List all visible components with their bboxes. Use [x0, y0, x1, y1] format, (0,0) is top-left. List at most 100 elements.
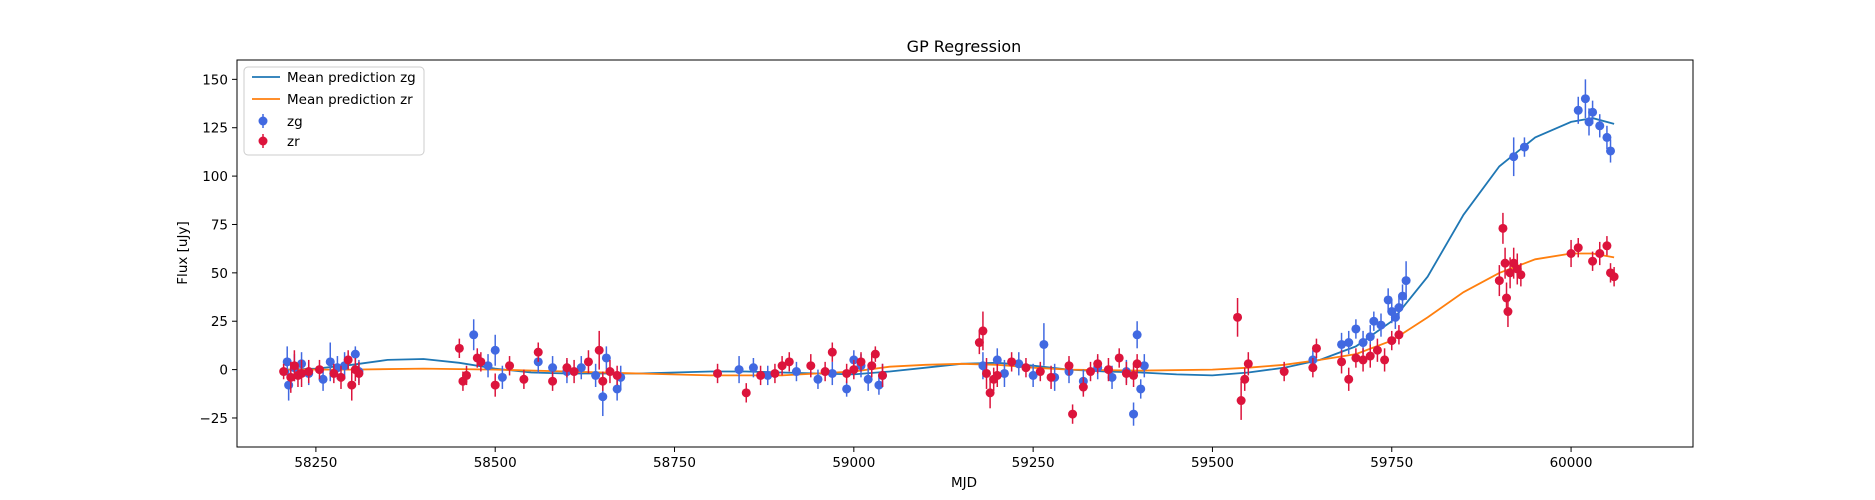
- zr-point: [1035, 367, 1045, 377]
- zr-point: [1064, 361, 1074, 371]
- zg-point: [1358, 338, 1368, 348]
- zg-point: [284, 380, 294, 390]
- zg-point: [1365, 332, 1375, 342]
- zr-point: [548, 376, 558, 386]
- zr-point: [279, 367, 289, 377]
- legend: Mean prediction zg Mean prediction zr zg…: [243, 66, 425, 156]
- zr-point: [1380, 355, 1390, 365]
- zg-point: [1401, 276, 1411, 286]
- zr-point: [289, 361, 299, 371]
- x-tick-label: 59750: [1370, 455, 1413, 471]
- zr-point: [1498, 223, 1508, 233]
- zr-point: [519, 374, 529, 384]
- plot-frame: [237, 60, 1693, 447]
- zr-point: [490, 380, 500, 390]
- zr-point: [842, 368, 852, 378]
- zr-point: [978, 326, 988, 336]
- legend-marker-zg-point: [258, 116, 268, 126]
- y-axis-label: Flux [uJy]: [175, 221, 191, 284]
- x-tick-label: 58750: [653, 455, 696, 471]
- zg-point: [1107, 372, 1117, 382]
- zg-point: [1129, 409, 1139, 419]
- zg-point: [1602, 132, 1612, 142]
- zr-point: [777, 361, 787, 371]
- zr-point: [1609, 272, 1619, 282]
- x-tick-label: 58250: [294, 455, 337, 471]
- zr-point: [770, 368, 780, 378]
- zr-point: [347, 380, 357, 390]
- zg-point: [490, 345, 500, 355]
- zr-point: [1103, 365, 1113, 375]
- zr-point: [533, 347, 543, 357]
- zg-point: [612, 384, 622, 394]
- zr-point: [1394, 330, 1404, 340]
- zg-point: [1390, 312, 1400, 322]
- zr-point: [1358, 355, 1368, 365]
- zg-point: [576, 363, 586, 373]
- zr-point: [1566, 249, 1576, 258]
- legend-box: [243, 66, 425, 156]
- zg-point: [1606, 146, 1616, 156]
- zr-point: [329, 368, 339, 378]
- zg-point: [1136, 384, 1146, 394]
- zg-point: [734, 365, 744, 375]
- zr-point: [1311, 343, 1321, 353]
- zr-point: [1068, 409, 1078, 419]
- zr-point: [713, 368, 723, 378]
- zg-point: [842, 384, 852, 394]
- zg-point: [827, 368, 837, 378]
- legend-label-zr-line: Mean prediction zr: [287, 92, 413, 108]
- zr-point: [304, 367, 314, 377]
- zr-point: [1007, 357, 1017, 367]
- zg-point: [591, 370, 601, 380]
- chart-title: GP Regression: [907, 37, 1022, 56]
- zg-point: [1580, 94, 1590, 104]
- zr-point: [1344, 374, 1354, 384]
- zr-point: [878, 370, 888, 380]
- zg-point: [1383, 295, 1393, 305]
- zr-point: [1308, 363, 1318, 373]
- zg-point: [497, 372, 507, 382]
- zr-point: [1046, 372, 1056, 382]
- zr-point: [1516, 270, 1526, 280]
- zr-point: [741, 388, 751, 398]
- zg-point: [1337, 339, 1347, 349]
- zr-point: [982, 368, 992, 378]
- zg-point: [1584, 117, 1594, 127]
- zr-point: [594, 345, 604, 355]
- y-tick-label: 0: [219, 363, 228, 379]
- zr-point: [1595, 249, 1605, 258]
- zr-point: [992, 370, 1002, 380]
- zg-point: [748, 363, 758, 373]
- x-tick-label: 58500: [474, 455, 517, 471]
- zr-point: [1129, 370, 1139, 380]
- zr-point: [985, 388, 995, 398]
- zg-point: [1351, 324, 1361, 334]
- zr-point: [1121, 368, 1131, 378]
- zr-point: [1132, 359, 1142, 369]
- zg-point: [1573, 105, 1583, 115]
- zg-point: [1139, 361, 1149, 371]
- zr-point: [462, 370, 472, 380]
- zr-point: [1494, 276, 1504, 286]
- zg-point: [874, 380, 884, 390]
- zr-point: [1387, 336, 1397, 346]
- zg-point: [992, 355, 1002, 365]
- zr-point: [1279, 367, 1289, 377]
- zg-point: [1028, 370, 1038, 380]
- zr-point: [297, 368, 307, 378]
- zr-point: [1502, 293, 1512, 303]
- zg-point: [813, 374, 823, 384]
- zr-point: [476, 357, 486, 367]
- zg-point: [1398, 291, 1408, 301]
- zg-point: [791, 367, 801, 377]
- zr-point: [870, 349, 880, 359]
- zg-point: [325, 357, 335, 367]
- zg-point: [1369, 316, 1379, 326]
- zg-point: [598, 392, 608, 402]
- zr-point: [1114, 353, 1124, 363]
- zr-point: [827, 347, 837, 357]
- zr-point: [314, 365, 324, 375]
- x-axis-label: MJD: [951, 475, 977, 491]
- zg-point: [1588, 107, 1598, 117]
